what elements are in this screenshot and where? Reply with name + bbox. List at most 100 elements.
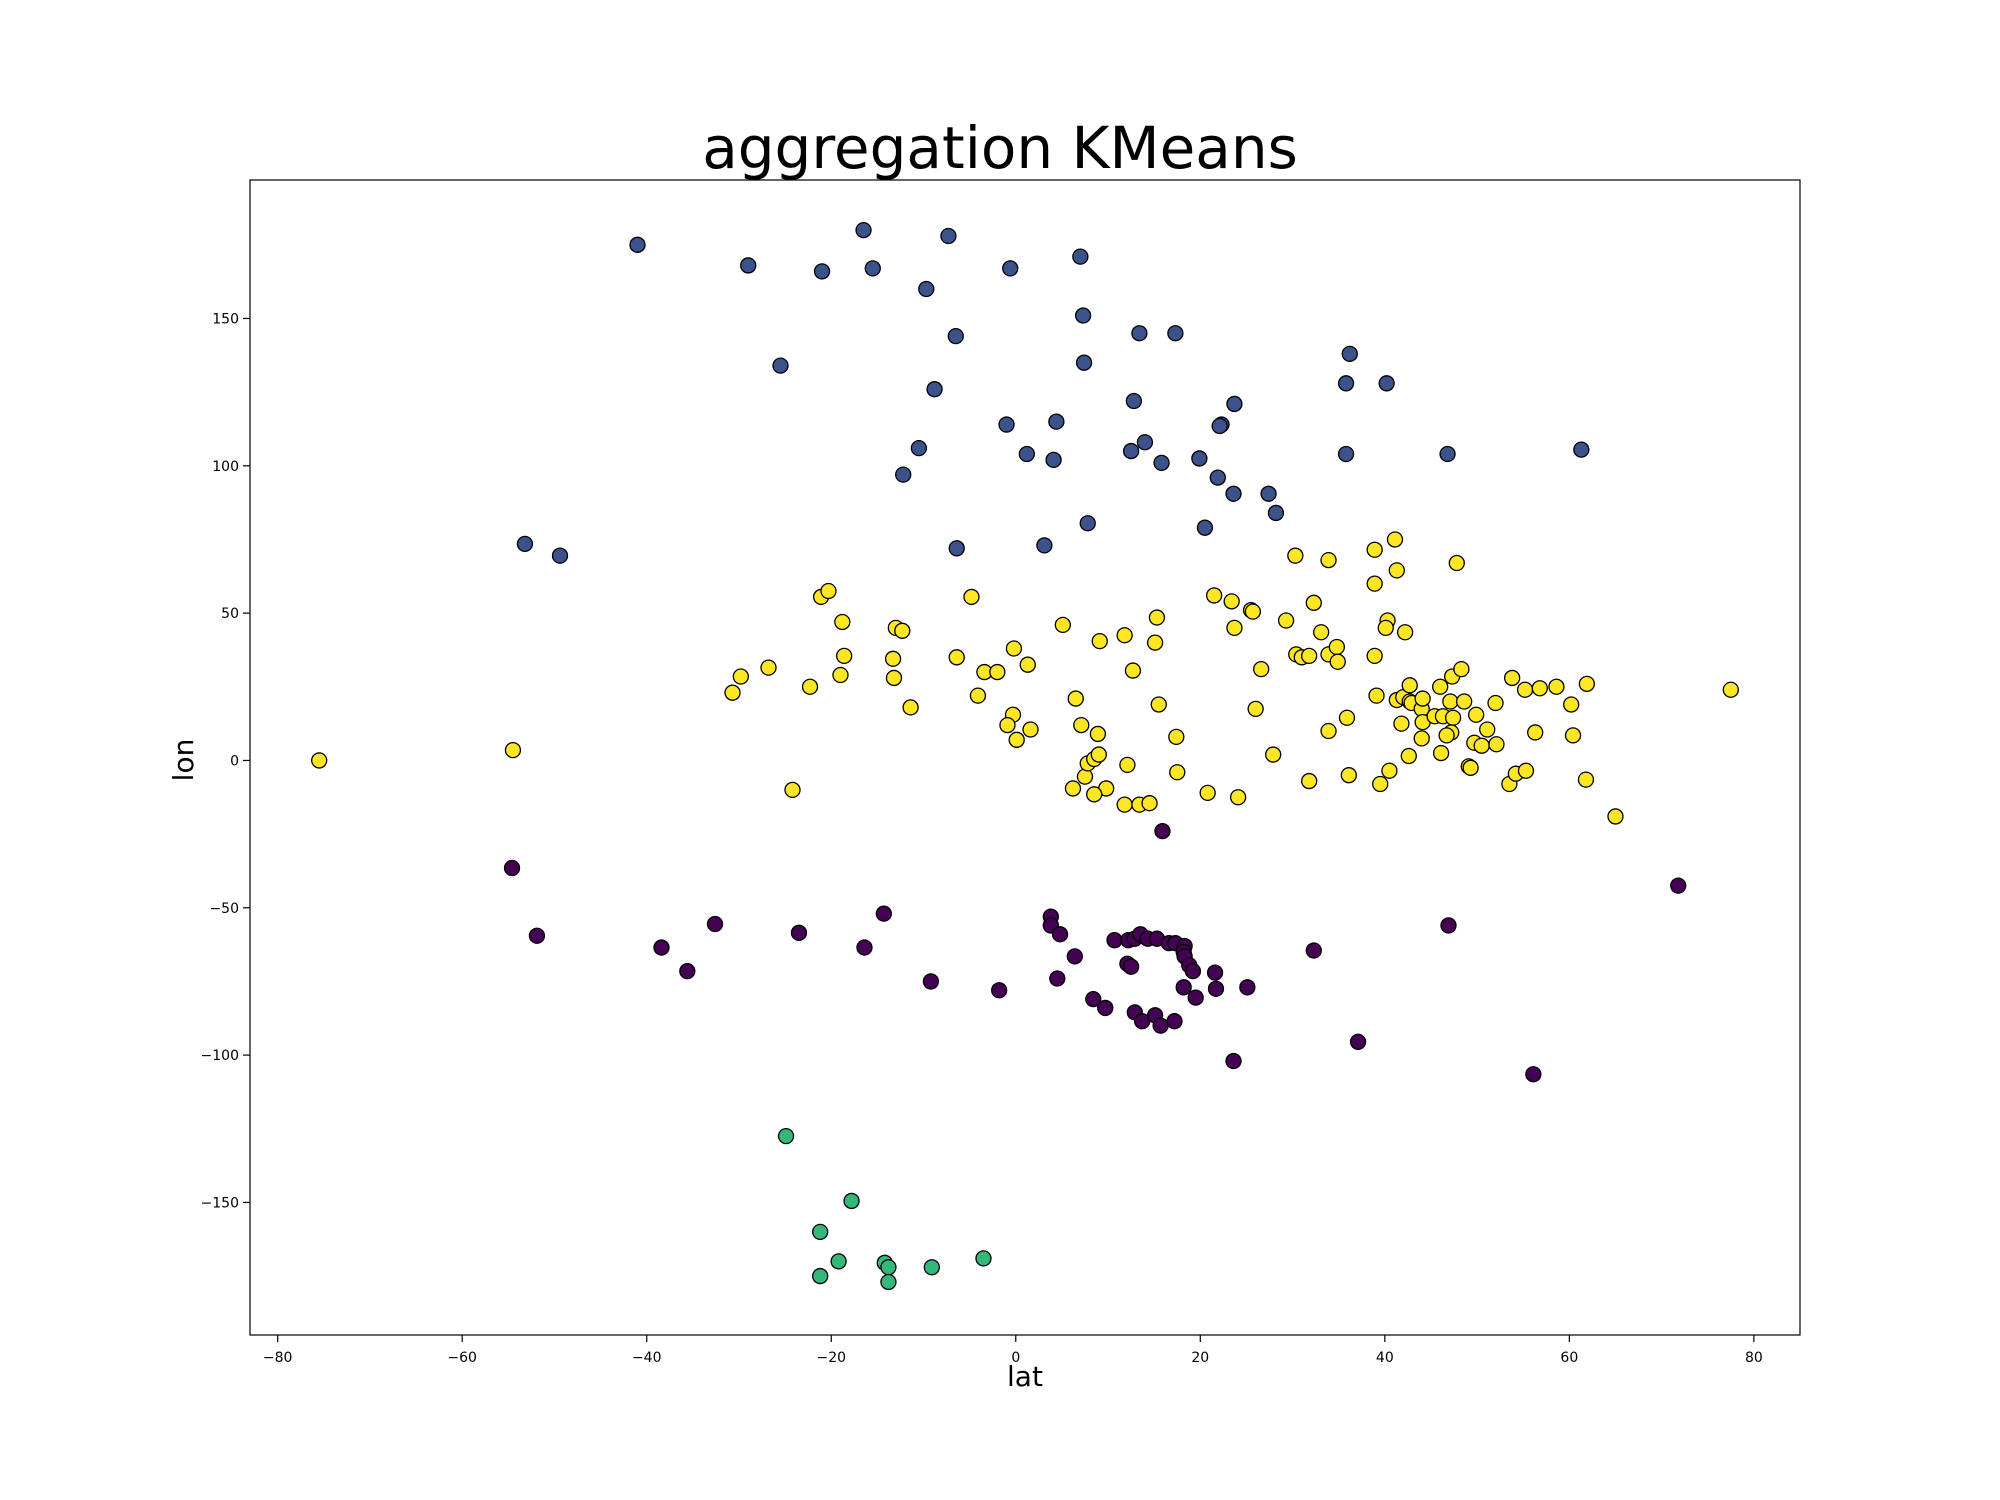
data-point bbox=[1074, 307, 1092, 324]
data-point bbox=[1125, 392, 1143, 410]
data-point bbox=[1124, 662, 1142, 679]
data-point bbox=[1187, 989, 1204, 1006]
data-point bbox=[1468, 706, 1485, 723]
data-point bbox=[1301, 772, 1318, 790]
data-point bbox=[1089, 725, 1107, 743]
data-point bbox=[813, 263, 831, 280]
cluster-3 bbox=[777, 1127, 992, 1291]
y-tick-label: 0 bbox=[230, 753, 239, 769]
x-tick-label: −80 bbox=[263, 1350, 293, 1366]
data-point bbox=[1184, 962, 1202, 980]
data-point bbox=[1066, 948, 1083, 965]
data-point bbox=[1091, 632, 1108, 650]
chart-title: aggregation KMeans bbox=[702, 114, 1298, 182]
data-point bbox=[1122, 442, 1140, 460]
data-point bbox=[528, 927, 546, 944]
data-point bbox=[1036, 537, 1053, 554]
data-point bbox=[760, 659, 777, 676]
data-point bbox=[1191, 450, 1208, 467]
data-point bbox=[922, 973, 940, 990]
data-point bbox=[880, 1273, 897, 1291]
data-point bbox=[1313, 624, 1330, 641]
data-point bbox=[629, 236, 646, 253]
data-point bbox=[1019, 656, 1036, 673]
data-point bbox=[1368, 687, 1385, 704]
cluster-1 bbox=[311, 531, 1739, 825]
data-point bbox=[551, 547, 569, 564]
data-point bbox=[1076, 768, 1094, 785]
data-point bbox=[1401, 677, 1418, 694]
data-point bbox=[1305, 942, 1322, 959]
data-point bbox=[1503, 669, 1521, 687]
data-point bbox=[1366, 647, 1383, 664]
data-point bbox=[1253, 660, 1270, 678]
data-point bbox=[1090, 746, 1107, 763]
data-point bbox=[1378, 375, 1395, 392]
data-point bbox=[1328, 638, 1345, 656]
data-point bbox=[1175, 979, 1192, 996]
data-point bbox=[864, 260, 881, 277]
data-point bbox=[940, 227, 957, 245]
data-point bbox=[1388, 562, 1405, 579]
data-point bbox=[1116, 796, 1133, 813]
data-point bbox=[777, 1127, 795, 1145]
data-point bbox=[1072, 248, 1089, 265]
data-point bbox=[918, 280, 935, 298]
data-point bbox=[1349, 1033, 1367, 1050]
data-point bbox=[1400, 747, 1417, 765]
data-point bbox=[503, 859, 521, 877]
data-point bbox=[1548, 678, 1565, 695]
data-point bbox=[1372, 775, 1389, 793]
data-point bbox=[1073, 716, 1090, 734]
data-point bbox=[1206, 964, 1224, 981]
data-point bbox=[880, 1259, 897, 1276]
data-point bbox=[812, 1267, 829, 1285]
data-point bbox=[1166, 1013, 1183, 1030]
x-tick-label: 40 bbox=[1376, 1350, 1394, 1366]
data-point bbox=[1225, 485, 1242, 502]
data-point bbox=[1045, 451, 1062, 469]
data-point bbox=[894, 622, 911, 639]
data-point bbox=[1085, 990, 1102, 1008]
data-point bbox=[1517, 762, 1535, 779]
data-point bbox=[1154, 823, 1171, 840]
data-point bbox=[706, 915, 724, 933]
data-point bbox=[1396, 624, 1414, 641]
data-point bbox=[1462, 759, 1479, 776]
data-point bbox=[1432, 744, 1450, 762]
data-point bbox=[948, 540, 965, 557]
data-point bbox=[653, 939, 670, 956]
data-point bbox=[1152, 1017, 1169, 1034]
data-point bbox=[1438, 727, 1455, 744]
data-point bbox=[772, 357, 789, 374]
data-point bbox=[740, 257, 757, 274]
data-point bbox=[1377, 619, 1394, 637]
points-layer bbox=[311, 221, 1739, 1291]
data-point bbox=[1054, 616, 1071, 634]
data-point bbox=[999, 716, 1016, 734]
data-point bbox=[963, 588, 980, 606]
data-point bbox=[679, 962, 696, 980]
data-point bbox=[1432, 678, 1449, 695]
data-point bbox=[1341, 345, 1358, 362]
data-point bbox=[902, 699, 919, 716]
data-point bbox=[1136, 434, 1154, 451]
data-point bbox=[1244, 603, 1262, 620]
data-point bbox=[885, 669, 903, 687]
data-point bbox=[1527, 724, 1544, 741]
data-point bbox=[1516, 681, 1534, 698]
x-tick-label: −60 bbox=[447, 1350, 477, 1366]
data-point bbox=[1479, 721, 1496, 738]
cluster-2 bbox=[503, 823, 1687, 1083]
data-point bbox=[1075, 354, 1093, 371]
data-point bbox=[947, 328, 964, 345]
data-point bbox=[1247, 700, 1264, 718]
data-point bbox=[1488, 736, 1505, 753]
data-point bbox=[989, 663, 1006, 681]
data-point bbox=[1442, 693, 1459, 710]
data-point bbox=[1225, 1052, 1242, 1070]
data-point bbox=[1448, 554, 1465, 572]
x-tick-label: 80 bbox=[1745, 1350, 1763, 1366]
data-point bbox=[724, 684, 741, 701]
data-point bbox=[1199, 784, 1216, 802]
